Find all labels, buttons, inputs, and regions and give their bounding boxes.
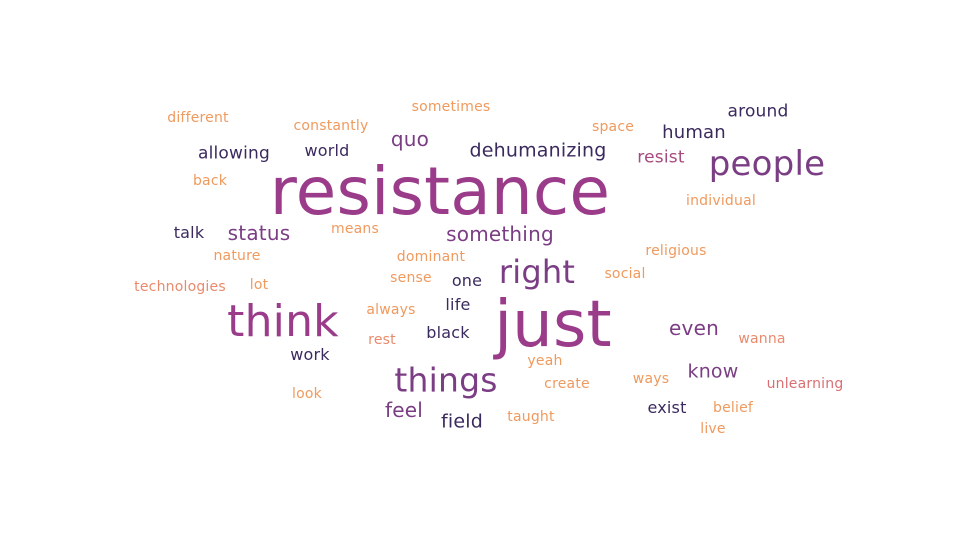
word-even: even [669, 316, 719, 340]
word-belief: belief [712, 400, 754, 416]
word-right: right [498, 253, 576, 291]
word-means: means [331, 221, 379, 237]
word-just: just [494, 288, 612, 362]
word-religious: religious [645, 243, 707, 259]
word-dehumanizing: dehumanizing [469, 139, 607, 162]
word-look: look [292, 386, 322, 402]
word-sense: sense [390, 270, 432, 286]
word-back: back [192, 173, 228, 189]
word-status: status [227, 221, 291, 245]
word-dominant: dominant [396, 249, 466, 265]
word-create: create [544, 376, 590, 392]
word-talk: talk [173, 223, 205, 242]
word-constantly: constantly [293, 118, 369, 134]
word-social: social [604, 266, 646, 282]
word-field: field [441, 410, 483, 433]
word-lot: lot [249, 277, 269, 293]
word-individual: individual [686, 193, 756, 209]
word-nature: nature [213, 248, 261, 264]
word-one: one [451, 271, 483, 290]
word-feel: feel [384, 398, 424, 422]
word-technologies: technologies [134, 279, 226, 295]
word-black: black [426, 323, 470, 342]
word-quo: quo [390, 127, 430, 151]
word-things: things [394, 360, 498, 400]
word-taught: taught [507, 409, 555, 425]
word-world: world [304, 141, 350, 160]
word-human: human [662, 122, 726, 143]
word-always: always [366, 302, 416, 318]
word-ways: ways [632, 371, 670, 387]
word-sometimes: sometimes [411, 99, 491, 115]
word-around: around [727, 101, 789, 122]
word-exist: exist [647, 398, 687, 417]
word-different: different [167, 110, 229, 126]
word-live: live [700, 421, 726, 437]
word-know: know [687, 360, 739, 383]
word-wanna: wanna [738, 331, 786, 347]
word-allowing: allowing [197, 143, 271, 164]
word-rest: rest [368, 332, 396, 348]
word-yeah: yeah [527, 353, 563, 369]
word-something: something [446, 222, 554, 246]
word-think: think [227, 296, 339, 347]
word-resist: resist [637, 147, 685, 168]
word-life: life [445, 295, 471, 314]
word-unlearning: unlearning [766, 376, 844, 392]
word-work: work [290, 345, 330, 364]
word-resistance: resistance [269, 153, 611, 230]
word-space: space [591, 119, 635, 135]
word-people: people [708, 144, 826, 184]
